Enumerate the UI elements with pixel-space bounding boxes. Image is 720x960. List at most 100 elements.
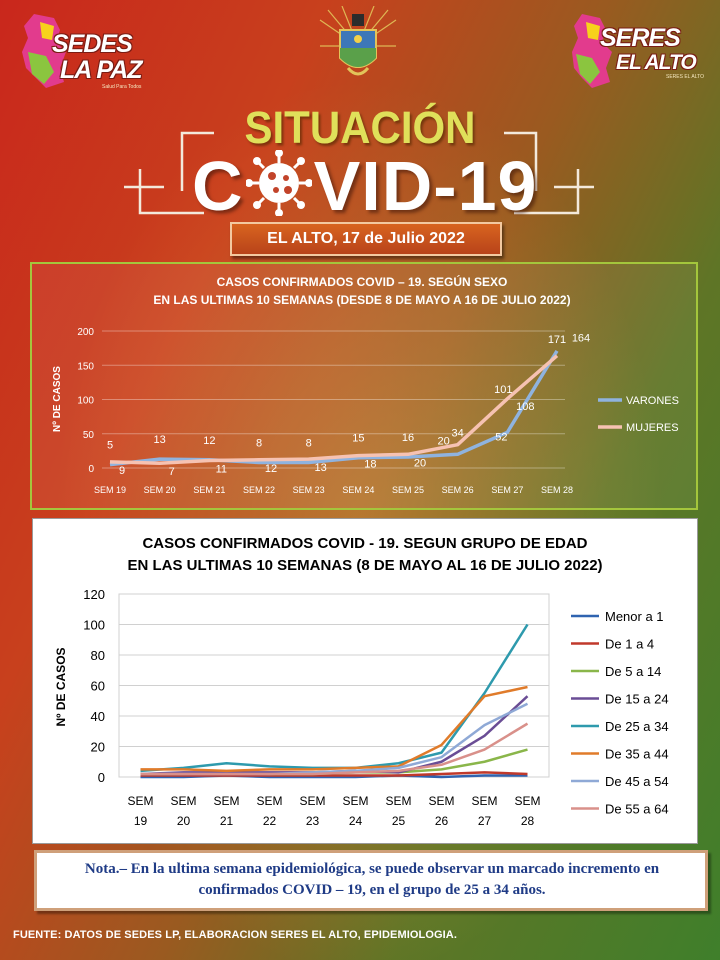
series-line-varones xyxy=(109,349,559,467)
data-label-mujeres: 18 xyxy=(364,459,376,471)
data-label-mujeres: 11 xyxy=(216,463,227,475)
x-tick-label-bottom: 19 xyxy=(134,814,148,828)
series-line-mujeres xyxy=(109,354,559,465)
chart-by-age-svg: CASOS CONFIRMADOS COVID - 19. SEGUN GRUP… xyxy=(54,535,669,828)
title-kicker: SITUACIÓN xyxy=(244,102,476,153)
x-tick-label-top: SEM xyxy=(213,794,239,808)
logo-left-line2: LA PAZ xyxy=(60,56,142,84)
y-tick-label: 80 xyxy=(91,648,105,663)
x-tick-label: SEM 22 xyxy=(243,485,275,495)
data-label-varones: 171 xyxy=(548,334,566,346)
sedes-la-paz-logo: SEDES LA PAZ Salud Para Todos xyxy=(20,12,160,92)
legend-label: VARONES xyxy=(626,395,679,407)
x-tick-label: SEM 25 xyxy=(392,485,424,495)
x-tick-label-bottom: 22 xyxy=(263,814,277,828)
bolivia-map-icon xyxy=(22,14,66,88)
logo-left-tagline: Salud Para Todos xyxy=(102,84,142,90)
series-line xyxy=(140,722,529,776)
x-tick-label: SEM 27 xyxy=(491,485,523,495)
x-tick-label: SEM 28 xyxy=(541,485,573,495)
bolivia-map-icon xyxy=(572,14,612,88)
data-label-mujeres: 34 xyxy=(452,428,464,440)
data-label-mujeres: 13 xyxy=(315,462,327,474)
title-main-pre: C xyxy=(192,147,244,225)
x-tick-label-top: SEM xyxy=(342,794,368,808)
y-tick-label: 200 xyxy=(77,327,94,338)
coat-of-arms-icon xyxy=(319,6,397,76)
data-label-varones: 15 xyxy=(352,433,364,445)
data-label-mujeres: 12 xyxy=(265,463,277,475)
y-tick-label: 0 xyxy=(98,770,105,785)
legend-label: De 1 a 4 xyxy=(605,637,654,652)
x-tick-label: SEM 21 xyxy=(193,485,225,495)
legend-label: De 15 a 24 xyxy=(605,692,669,707)
seres-el-alto-logo: SERES EL ALTO SERES EL ALTO xyxy=(570,12,710,92)
y-tick-label: 40 xyxy=(91,709,105,724)
chart-by-sex-title-line1: CASOS CONFIRMADOS COVID – 19. SEGÚN SEXO xyxy=(217,274,508,289)
data-label-varones: 16 xyxy=(402,432,414,444)
x-tick-label: SEM 20 xyxy=(144,485,176,495)
data-label-mujeres: 20 xyxy=(414,457,426,469)
title-main-post: VID-19 xyxy=(313,147,538,225)
y-tick-label: 60 xyxy=(91,679,105,694)
virus-icon xyxy=(245,150,312,216)
data-label-varones: 13 xyxy=(154,434,166,446)
logo-right-tagline: SERES EL ALTO xyxy=(666,74,704,80)
data-label-mujeres: 164 xyxy=(572,333,590,345)
y-tick-label: 150 xyxy=(77,361,94,372)
legend-label: Menor a 1 xyxy=(605,609,664,624)
chart-by-age-title-line2: EN LAS ULTIMAS 10 SEMANAS (8 DE MAYO AL … xyxy=(127,557,602,574)
x-tick-label: SEM 24 xyxy=(342,485,374,495)
x-tick-label-bottom: 21 xyxy=(220,814,234,828)
data-label-varones: 8 xyxy=(306,438,312,450)
data-label-varones: 20 xyxy=(438,435,450,447)
y-tick-label: 120 xyxy=(83,587,105,602)
logo-left-line1: SEDES xyxy=(52,30,133,58)
y-tick-label: 100 xyxy=(77,396,94,407)
note-box: Nota.– En la ultima semana epidemiológic… xyxy=(34,850,708,911)
series-line xyxy=(140,685,528,773)
x-tick-label-top: SEM xyxy=(428,794,454,808)
data-label-varones: 5 xyxy=(107,440,113,452)
data-label-varones: 8 xyxy=(256,438,262,450)
chart-by-sex-ylabel: Nº DE CASOS xyxy=(52,366,63,432)
chart-by-age-ylabel: Nº DE CASOS xyxy=(54,647,68,726)
chart-by-sex-svg: CASOS CONFIRMADOS COVID – 19. SEGÚN SEXO… xyxy=(52,274,679,495)
y-tick-label: 50 xyxy=(83,430,95,441)
legend-label: De 25 a 34 xyxy=(605,719,669,734)
chart-by-sex-title-line2: EN LAS ULTIMAS 10 SEMANAS (DESDE 8 DE MA… xyxy=(153,293,570,307)
x-tick-label-top: SEM xyxy=(299,794,325,808)
data-label-mujeres: 9 xyxy=(119,465,125,477)
x-tick-label: SEM 26 xyxy=(442,485,474,495)
chart-by-age: CASOS CONFIRMADOS COVID - 19. SEGUN GRUP… xyxy=(32,518,698,844)
x-tick-label-bottom: 20 xyxy=(177,814,191,828)
x-tick-label-top: SEM xyxy=(385,794,411,808)
data-label-varones: 12 xyxy=(203,435,215,447)
title-main: C VID-19 xyxy=(192,147,536,225)
legend-label: De 35 a 44 xyxy=(605,747,669,762)
data-label-varones: 52 xyxy=(495,431,507,443)
x-tick-label-top: SEM xyxy=(471,794,497,808)
x-tick-label-bottom: 23 xyxy=(306,814,320,828)
logo-right-line2: EL ALTO xyxy=(616,51,697,74)
x-tick-label: SEM 23 xyxy=(293,485,325,495)
data-label-mujeres: 7 xyxy=(169,466,175,478)
data-label-mujeres: 101 xyxy=(494,384,512,396)
x-tick-label-top: SEM xyxy=(127,794,153,808)
y-tick-label: 0 xyxy=(88,464,94,475)
date-badge: EL ALTO, 17 de Julio 2022 xyxy=(230,222,502,256)
legend-label: De 45 a 54 xyxy=(605,774,669,789)
x-tick-label-bottom: 24 xyxy=(349,814,363,828)
y-tick-label: 20 xyxy=(91,740,105,755)
x-tick-label-top: SEM xyxy=(170,794,196,808)
x-tick-label-top: SEM xyxy=(256,794,282,808)
legend-label: De 55 a 64 xyxy=(605,802,669,817)
chart-by-sex: CASOS CONFIRMADOS COVID – 19. SEGÚN SEXO… xyxy=(30,262,698,510)
x-tick-label-bottom: 26 xyxy=(435,814,449,828)
x-tick-label-top: SEM xyxy=(514,794,540,808)
series-line xyxy=(140,771,528,777)
note-text: Nota.– En la ultima semana epidemiológic… xyxy=(84,861,660,898)
logo-right-line1: SERES xyxy=(600,24,681,52)
data-label-extra: 108 xyxy=(516,401,534,413)
legend-label: MUJERES xyxy=(626,422,679,434)
